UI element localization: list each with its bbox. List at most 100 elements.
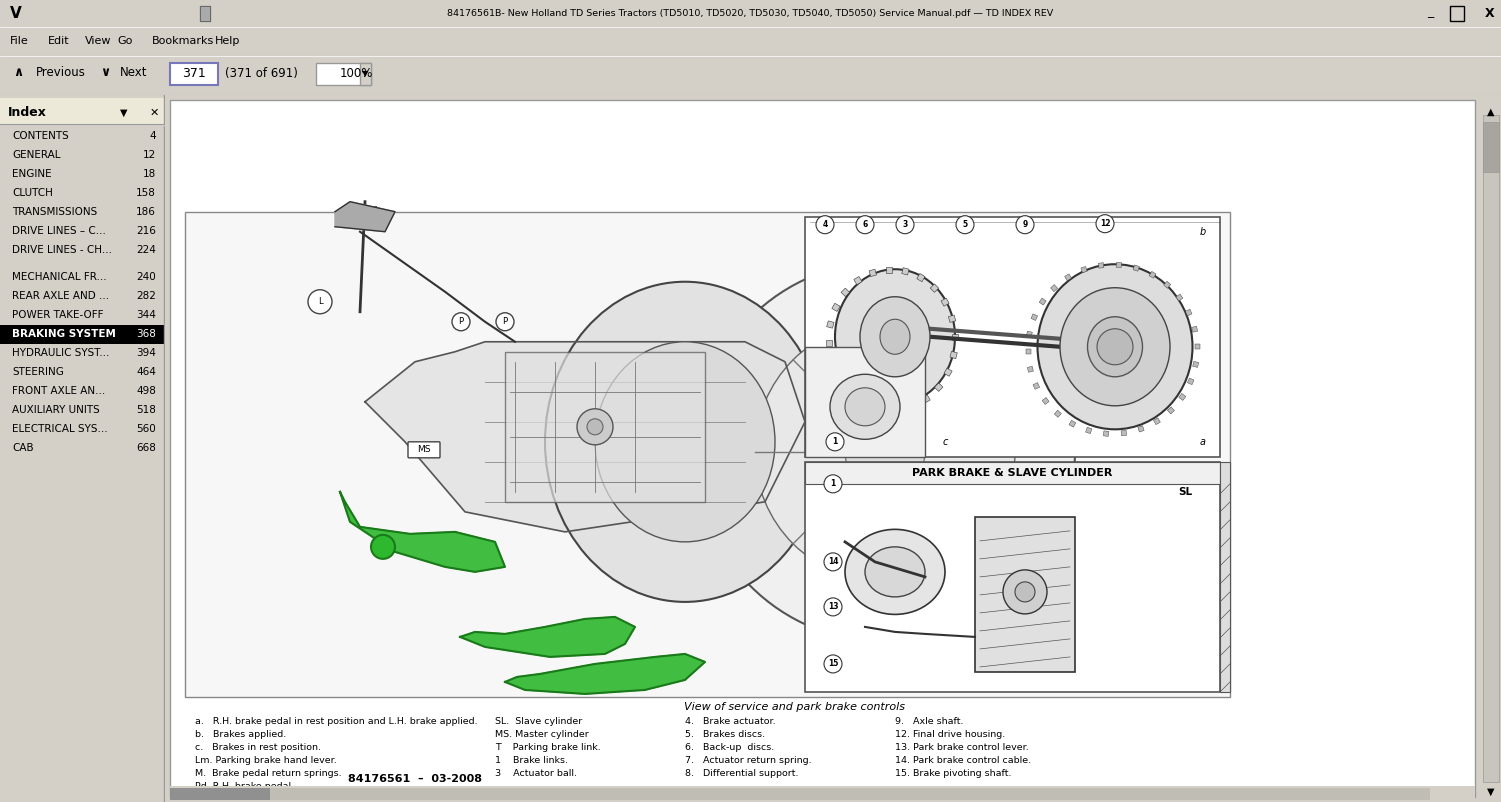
- Text: _: _: [1427, 5, 1433, 18]
- Text: b: b: [1199, 227, 1207, 237]
- Bar: [950, 351, 958, 358]
- Polygon shape: [335, 201, 395, 232]
- FancyBboxPatch shape: [408, 442, 440, 458]
- Circle shape: [308, 290, 332, 314]
- Bar: [200, 6, 210, 21]
- Text: CLUTCH: CLUTCH: [12, 188, 53, 198]
- Bar: [0, 325, 164, 344]
- Text: BRAKING SYSTEM: BRAKING SYSTEM: [12, 330, 116, 339]
- Text: ∨: ∨: [101, 66, 110, 79]
- Bar: [1178, 394, 1186, 400]
- Text: a: a: [1199, 437, 1205, 447]
- Text: 3    Actuator ball.: 3 Actuator ball.: [495, 769, 576, 779]
- Text: Go: Go: [117, 36, 132, 46]
- Text: Bookmarks: Bookmarks: [152, 36, 215, 46]
- Text: CONTENTS: CONTENTS: [12, 132, 69, 141]
- Text: AUXILIARY UNITS: AUXILIARY UNITS: [12, 405, 99, 415]
- Text: 158: 158: [137, 188, 156, 198]
- Text: ELECTRICAL SYS...: ELECTRICAL SYS...: [12, 424, 108, 435]
- Text: P: P: [503, 318, 507, 326]
- Bar: [170, 786, 1475, 802]
- Ellipse shape: [845, 411, 925, 492]
- Bar: [1103, 431, 1109, 436]
- Text: 1: 1: [833, 437, 838, 447]
- Text: FRONT AXLE AN...: FRONT AXLE AN...: [12, 387, 105, 396]
- Bar: [869, 269, 877, 277]
- Text: STEERING: STEERING: [12, 367, 65, 377]
- Text: 15: 15: [829, 659, 838, 668]
- Text: GENERAL: GENERAL: [12, 150, 60, 160]
- Text: 464: 464: [137, 367, 156, 377]
- Bar: [185, 212, 1229, 697]
- Text: c.   Brakes in rest position.: c. Brakes in rest position.: [195, 743, 321, 752]
- Circle shape: [956, 216, 974, 233]
- Text: M.  Brake pedal return springs.: M. Brake pedal return springs.: [195, 769, 342, 779]
- Text: 4.   Brake actuator.: 4. Brake actuator.: [684, 718, 776, 727]
- Text: MS. Master cylinder: MS. Master cylinder: [495, 731, 588, 739]
- Text: Previous: Previous: [36, 66, 86, 79]
- Bar: [805, 462, 1220, 692]
- Bar: [1027, 367, 1033, 372]
- Polygon shape: [504, 654, 705, 694]
- Bar: [902, 268, 910, 275]
- Text: 1    Brake links.: 1 Brake links.: [495, 756, 567, 765]
- Text: T    Parking brake link.: T Parking brake link.: [495, 743, 600, 752]
- Circle shape: [452, 313, 470, 330]
- Bar: [1133, 265, 1139, 271]
- Bar: [908, 403, 916, 411]
- Text: SL: SL: [1178, 487, 1192, 497]
- Text: 8.   Differential support.: 8. Differential support.: [684, 769, 799, 779]
- Ellipse shape: [545, 282, 826, 602]
- Circle shape: [856, 216, 874, 233]
- Text: POWER TAKE-OFF: POWER TAKE-OFF: [12, 310, 104, 320]
- Bar: [1085, 427, 1091, 434]
- Circle shape: [576, 409, 612, 445]
- Bar: [1150, 271, 1156, 278]
- Bar: [1450, 6, 1463, 21]
- Bar: [944, 368, 952, 376]
- Circle shape: [896, 216, 914, 233]
- Circle shape: [1096, 215, 1114, 233]
- Bar: [1192, 326, 1198, 332]
- Text: Pd. R.H. brake pedal.: Pd. R.H. brake pedal.: [195, 783, 294, 792]
- Text: 368: 368: [137, 330, 156, 339]
- Text: Next: Next: [120, 66, 147, 79]
- Text: Help: Help: [215, 36, 240, 46]
- Bar: [827, 321, 835, 328]
- Bar: [200, 6, 210, 21]
- Bar: [0, 98, 164, 124]
- Text: HYDRAULIC SYST...: HYDRAULIC SYST...: [12, 348, 110, 358]
- Bar: [1187, 378, 1193, 385]
- Bar: [317, 63, 371, 85]
- Bar: [1117, 262, 1121, 268]
- Bar: [360, 63, 371, 85]
- Circle shape: [1003, 570, 1048, 614]
- Circle shape: [824, 598, 842, 616]
- Text: MS: MS: [417, 445, 431, 454]
- Bar: [949, 315, 956, 322]
- Bar: [1163, 282, 1171, 288]
- Bar: [1051, 285, 1058, 292]
- Ellipse shape: [594, 342, 775, 542]
- Ellipse shape: [1037, 264, 1192, 429]
- Bar: [504, 352, 705, 502]
- Text: c: c: [943, 437, 947, 447]
- Text: ▼: ▼: [1487, 787, 1495, 797]
- Bar: [835, 373, 844, 382]
- Text: 12: 12: [1100, 219, 1111, 229]
- Bar: [832, 303, 841, 311]
- Text: 344: 344: [137, 310, 156, 320]
- Text: 394: 394: [137, 348, 156, 358]
- Text: Edit: Edit: [48, 36, 69, 46]
- Circle shape: [824, 553, 842, 571]
- Text: 1: 1: [830, 480, 836, 488]
- Polygon shape: [341, 492, 504, 572]
- Text: 5: 5: [962, 221, 968, 229]
- Text: 224: 224: [137, 245, 156, 255]
- Bar: [1031, 314, 1037, 321]
- Text: 12. Final drive housing.: 12. Final drive housing.: [895, 731, 1006, 739]
- Bar: [805, 217, 1220, 457]
- Text: 216: 216: [137, 226, 156, 237]
- Text: TRANSMISSIONS: TRANSMISSIONS: [12, 207, 98, 217]
- Bar: [922, 395, 931, 403]
